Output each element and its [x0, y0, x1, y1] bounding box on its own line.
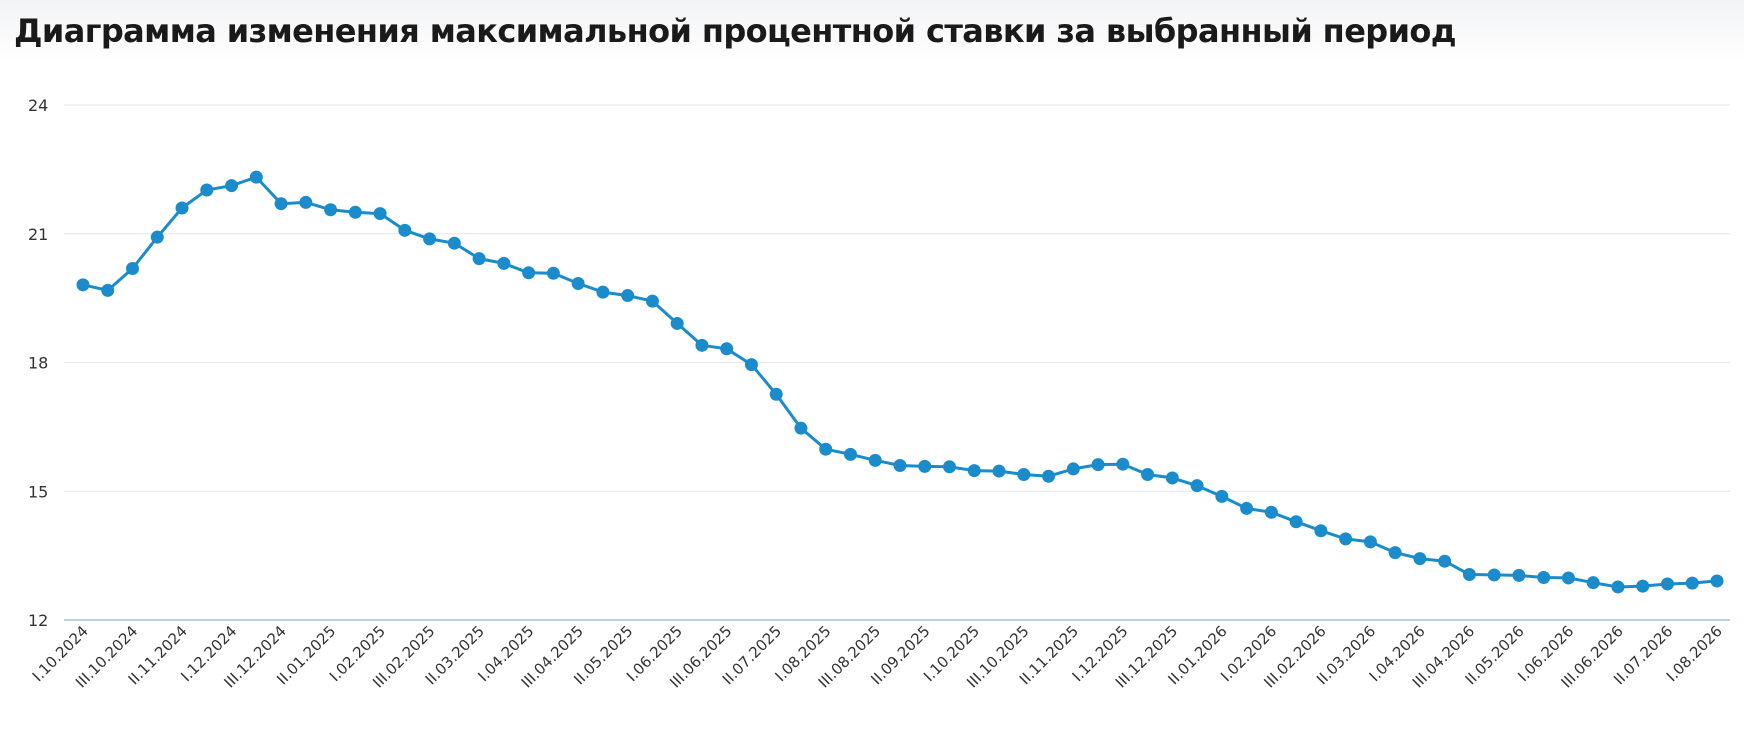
data-point[interactable] — [299, 195, 313, 209]
data-point[interactable] — [1710, 574, 1724, 588]
data-point[interactable] — [1066, 462, 1080, 476]
data-point[interactable] — [1438, 554, 1452, 568]
data-point[interactable] — [1685, 576, 1699, 590]
data-point[interactable] — [249, 170, 263, 184]
data-point[interactable] — [843, 447, 857, 461]
data-point[interactable] — [522, 266, 536, 280]
data-point[interactable] — [1537, 571, 1551, 585]
data-point[interactable] — [1413, 552, 1427, 566]
data-point[interactable] — [1240, 501, 1254, 515]
data-point[interactable] — [472, 252, 486, 266]
x-axis-ticks: I.10.2024III.10.2024II.11.2024I.12.2024I… — [29, 622, 1726, 691]
y-tick-label: 12 — [28, 611, 48, 630]
data-point[interactable] — [1289, 515, 1303, 529]
data-point[interactable] — [497, 256, 511, 270]
data-point[interactable] — [1215, 489, 1229, 503]
data-point[interactable] — [348, 205, 362, 219]
y-tick-label: 24 — [28, 96, 48, 115]
y-axis-ticks: 12 15 18 21 24 — [28, 96, 48, 630]
data-point[interactable] — [126, 262, 140, 276]
data-point[interactable] — [744, 358, 758, 372]
data-point[interactable] — [645, 294, 659, 308]
y-tick-label: 21 — [28, 225, 48, 244]
data-point[interactable] — [150, 230, 164, 244]
y-tick-label: 15 — [28, 482, 48, 501]
data-point[interactable] — [1264, 505, 1278, 519]
data-point[interactable] — [1462, 568, 1476, 582]
data-point[interactable] — [893, 459, 907, 472]
data-point[interactable] — [373, 207, 387, 221]
grid-layer — [64, 104, 1730, 621]
data-point[interactable] — [1487, 568, 1501, 582]
series-layer — [76, 170, 1724, 594]
data-point[interactable] — [1388, 546, 1402, 560]
data-point[interactable] — [1660, 577, 1674, 591]
data-point[interactable] — [1141, 468, 1155, 482]
data-point[interactable] — [1190, 479, 1204, 493]
data-point[interactable] — [1314, 524, 1328, 538]
data-point[interactable] — [670, 316, 684, 330]
data-point[interactable] — [1586, 576, 1600, 590]
data-point[interactable] — [1165, 471, 1179, 485]
series-line — [82, 175, 1718, 589]
data-point[interactable] — [398, 223, 412, 237]
data-point[interactable] — [819, 442, 833, 456]
data-point[interactable] — [1091, 458, 1105, 472]
chart-title: Диаграмма изменения максимальной процент… — [14, 12, 1457, 50]
data-point[interactable] — [571, 277, 585, 291]
data-point[interactable] — [546, 266, 560, 280]
data-point[interactable] — [274, 197, 288, 211]
data-point[interactable] — [1611, 580, 1625, 594]
data-point[interactable] — [175, 201, 189, 215]
data-point[interactable] — [1017, 468, 1031, 482]
data-point[interactable] — [992, 464, 1006, 478]
data-point[interactable] — [423, 232, 437, 246]
data-point[interactable] — [1561, 571, 1575, 585]
data-point[interactable] — [76, 278, 90, 292]
data-point[interactable] — [769, 387, 783, 401]
data-point[interactable] — [101, 283, 115, 297]
data-point[interactable] — [794, 421, 808, 435]
y-tick-label: 18 — [28, 354, 48, 373]
data-point[interactable] — [225, 179, 239, 193]
data-point[interactable] — [943, 460, 957, 474]
data-point[interactable] — [720, 342, 734, 356]
data-point[interactable] — [1512, 568, 1526, 582]
data-point[interactable] — [1363, 535, 1377, 549]
data-point[interactable] — [1636, 579, 1650, 593]
data-point[interactable] — [200, 183, 214, 197]
data-point[interactable] — [918, 459, 932, 473]
data-point[interactable] — [967, 464, 981, 478]
data-point[interactable] — [1339, 532, 1353, 546]
data-point[interactable] — [868, 453, 882, 467]
data-point[interactable] — [1116, 457, 1130, 471]
data-point[interactable] — [324, 203, 338, 217]
data-point[interactable] — [695, 338, 709, 352]
data-point[interactable] — [596, 285, 610, 299]
data-point[interactable] — [1042, 469, 1056, 483]
data-point[interactable] — [621, 289, 635, 303]
data-point[interactable] — [447, 236, 461, 250]
